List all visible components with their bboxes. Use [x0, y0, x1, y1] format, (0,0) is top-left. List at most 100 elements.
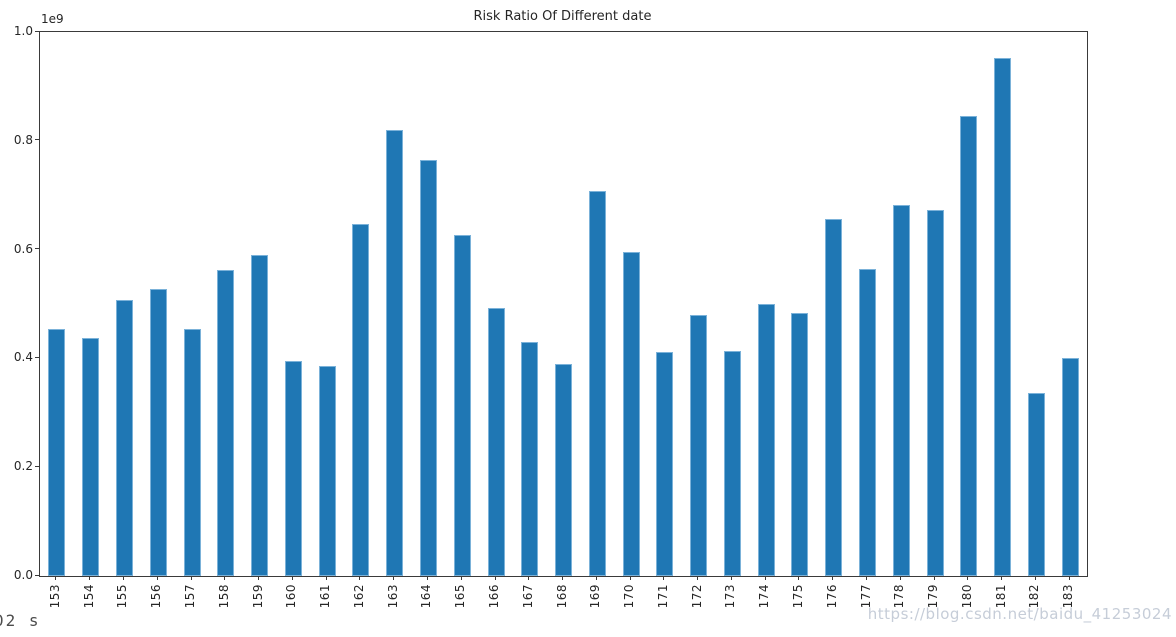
bar-183	[1061, 358, 1079, 576]
x-tick-mark	[258, 576, 259, 580]
x-tick-label: 172	[689, 584, 704, 609]
x-tick-label: 157	[183, 584, 197, 609]
x-tick-label: 158	[216, 584, 231, 609]
x-tick-label: 175	[790, 584, 805, 609]
bar-160	[284, 360, 302, 576]
x-tick-mark	[1068, 576, 1070, 580]
x-tick-label: 161	[318, 584, 333, 609]
bar-173	[723, 350, 741, 576]
x-tick-mark	[663, 576, 665, 580]
bar-170	[622, 252, 640, 576]
x-tick-mark	[562, 576, 563, 580]
x-tick-label: 169	[588, 584, 603, 609]
x-tick-label: 165	[453, 584, 468, 609]
watermark: https://blog.csdn.net/baidu_41253024	[867, 605, 1172, 623]
bar-174	[757, 303, 775, 576]
bar-168	[555, 364, 572, 576]
x-tick-label: 164	[419, 584, 434, 609]
y-tick-mark	[35, 30, 39, 32]
x-tick-mark	[528, 576, 530, 580]
x-tick-label: 162	[351, 584, 366, 609]
bar-176	[825, 218, 843, 576]
y-tick-label: 0.2	[13, 459, 33, 474]
bar-175	[791, 313, 809, 576]
x-tick-mark	[899, 576, 901, 580]
bar-157	[183, 328, 201, 576]
bar-171	[656, 352, 674, 576]
y-tick-label: 0.0	[13, 568, 33, 582]
chart-title: Risk Ratio Of Different date	[473, 9, 652, 24]
x-tick-label: 153	[47, 584, 62, 609]
x-tick-mark	[730, 576, 732, 580]
x-tick-mark	[798, 576, 800, 580]
bar-155	[115, 299, 133, 576]
x-tick-label: 163	[385, 584, 400, 609]
x-tick-mark	[156, 576, 158, 580]
bar-161	[318, 365, 336, 576]
bar-172	[690, 314, 708, 576]
bar-154	[82, 338, 100, 576]
plot-area	[39, 31, 1088, 577]
x-tick-mark	[764, 576, 766, 580]
bar-156	[149, 289, 167, 576]
x-tick-mark	[122, 576, 124, 580]
x-tick-mark	[933, 576, 935, 580]
bar-169	[588, 191, 606, 576]
x-tick-mark	[629, 576, 631, 580]
x-tick-label: 166	[487, 584, 501, 609]
x-tick-mark	[325, 576, 327, 580]
y-axis-offset-text: 1e9	[41, 12, 64, 26]
y-tick-mark	[35, 248, 39, 250]
bar-164	[419, 160, 437, 576]
bar-180	[960, 116, 978, 576]
x-tick-label: 156	[149, 584, 164, 609]
y-tick-label: 0.6	[13, 241, 33, 256]
x-tick-mark	[224, 576, 226, 580]
x-tick-label: 155	[115, 584, 130, 609]
x-tick-label: 171	[655, 584, 670, 609]
bar-179	[926, 210, 944, 576]
x-tick-mark	[832, 576, 834, 580]
x-tick-label: 176	[824, 584, 839, 609]
bar-165	[453, 234, 471, 576]
bar-178	[892, 205, 910, 576]
x-tick-mark	[595, 576, 597, 580]
bar-158	[217, 269, 235, 576]
y-tick-label: 1.0	[13, 24, 33, 38]
y-tick-mark	[35, 356, 39, 358]
y-tick-mark	[35, 139, 39, 141]
x-tick-mark	[1034, 576, 1036, 580]
x-tick-mark	[89, 576, 91, 580]
x-tick-mark	[697, 576, 699, 580]
y-tick-mark	[35, 465, 39, 467]
x-tick-mark	[55, 576, 57, 580]
x-tick-mark	[393, 576, 395, 580]
x-tick-mark	[190, 576, 192, 580]
bars-layer	[40, 32, 1087, 576]
bar-177	[859, 268, 876, 576]
y-tick-mark	[35, 574, 39, 576]
bar-163	[386, 129, 404, 576]
bar-153	[48, 328, 66, 576]
bar-159	[251, 254, 268, 576]
y-tick-label: 0.8	[13, 132, 33, 147]
x-tick-label: 173	[723, 584, 738, 609]
x-tick-mark	[460, 576, 462, 580]
x-tick-mark	[359, 576, 361, 580]
x-tick-label: 174	[757, 584, 772, 609]
x-tick-label: 160	[284, 584, 299, 609]
x-tick-label: 167	[520, 584, 535, 609]
x-tick-mark	[967, 576, 969, 580]
bar-166	[487, 308, 505, 576]
x-tick-label: 168	[554, 584, 569, 609]
bar-182	[1027, 393, 1045, 576]
x-tick-mark	[291, 576, 293, 580]
bar-167	[521, 342, 539, 576]
x-tick-mark	[494, 576, 496, 580]
x-tick-mark	[866, 576, 867, 580]
x-tick-label: 170	[622, 584, 636, 609]
console-output-fragment: 02 s	[0, 611, 41, 630]
y-tick-label: 0.4	[13, 350, 33, 365]
x-tick-mark	[426, 576, 428, 580]
